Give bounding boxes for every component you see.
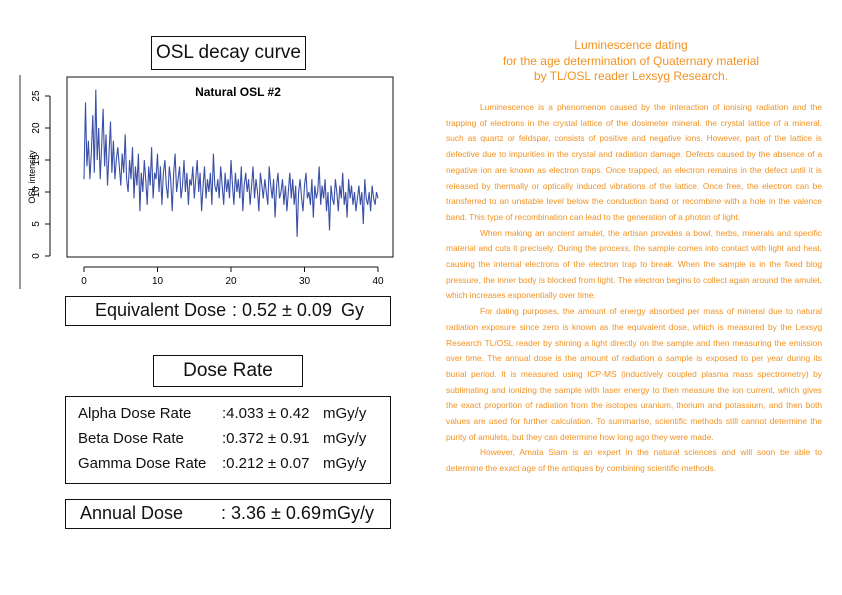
beta-rate-label: Beta Dose Rate <box>78 430 184 447</box>
x-tick-label: 30 <box>299 276 311 287</box>
article-paragraph: However, Amata Siam is an expert in the … <box>446 447 822 474</box>
y-tick-label: 25 <box>31 90 42 102</box>
article-body: Luminescence is a phenomenon caused by t… <box>446 100 822 477</box>
x-tick-label: 40 <box>372 276 384 287</box>
beta-rate-value: :0.372 ± 0.91 <box>222 430 310 447</box>
annual-dose-label: Annual Dose <box>80 503 184 523</box>
gamma-rate-label: Gamma Dose Rate <box>78 455 207 472</box>
x-axis: 0 10 20 30 40 <box>81 266 384 287</box>
x-tick-label: 10 <box>152 276 164 287</box>
y-tick-label: 10 <box>31 186 42 198</box>
chart-title: Natural OSL #2 <box>195 85 281 99</box>
gamma-rate-value: :0.212 ± 0.07 <box>222 455 310 472</box>
alpha-rate-value: :4.033 ± 0.42 <box>222 405 310 422</box>
beta-rate-unit: mGy/y <box>323 430 367 447</box>
alpha-rate-unit: mGy/y <box>323 405 367 422</box>
y-tick-label: 0 <box>31 253 42 259</box>
equivalent-dose-box: Equivalent Dose : 0.52 ± 0.09 Gy <box>65 296 391 326</box>
gamma-rate-unit: mGy/y <box>323 455 367 472</box>
dose-rate-title: Dose Rate <box>153 355 303 387</box>
y-axis-label: OSL intensity <box>27 150 37 204</box>
article-paragraph: Luminescence is a phenomenon caused by t… <box>446 102 822 222</box>
equivalent-dose-value: : 0.52 ± 0.09 <box>232 300 332 320</box>
article-title-line: by TL/OSL reader Lexsyg Research. <box>533 69 729 83</box>
alpha-rate-label: Alpha Dose Rate <box>78 405 192 422</box>
annual-dose-box: Annual Dose : 3.36 ± 0.69 mGy/y <box>65 499 391 529</box>
y-tick-label: 5 <box>31 221 42 227</box>
plot-frame <box>66 76 394 258</box>
article-title: Luminescence dating for the age determin… <box>440 38 822 85</box>
osl-curve-title: OSL decay curve <box>151 36 306 70</box>
x-tick-label: 0 <box>81 276 87 287</box>
y-tick-label: 20 <box>31 122 42 134</box>
dose-rates-box: Alpha Dose Rate :4.033 ± 0.42 mGy/y Beta… <box>65 396 391 484</box>
article-paragraph: For dating purposes, the amount of energ… <box>446 306 822 442</box>
equivalent-dose-label: Equivalent Dose <box>95 300 227 320</box>
x-tick-label: 20 <box>225 276 237 287</box>
y-axis: 0 5 10 15 20 25 <box>31 90 51 259</box>
osl-decay-chart: Natural OSL #2 OSL intensity 0510152025 … <box>19 75 394 289</box>
article-paragraph: When making an ancient amulet, the artis… <box>446 227 822 301</box>
annual-dose-unit: mGy/y <box>322 503 374 523</box>
osl-series-line <box>83 89 379 237</box>
article-title-line: Luminescence dating <box>574 38 688 52</box>
article-title-line: for the age determination of Quaternary … <box>502 53 760 68</box>
equivalent-dose-unit: Gy <box>341 300 365 320</box>
annual-dose-value: : 3.36 ± 0.69 <box>221 503 321 523</box>
y-tick-label: 15 <box>31 154 42 166</box>
